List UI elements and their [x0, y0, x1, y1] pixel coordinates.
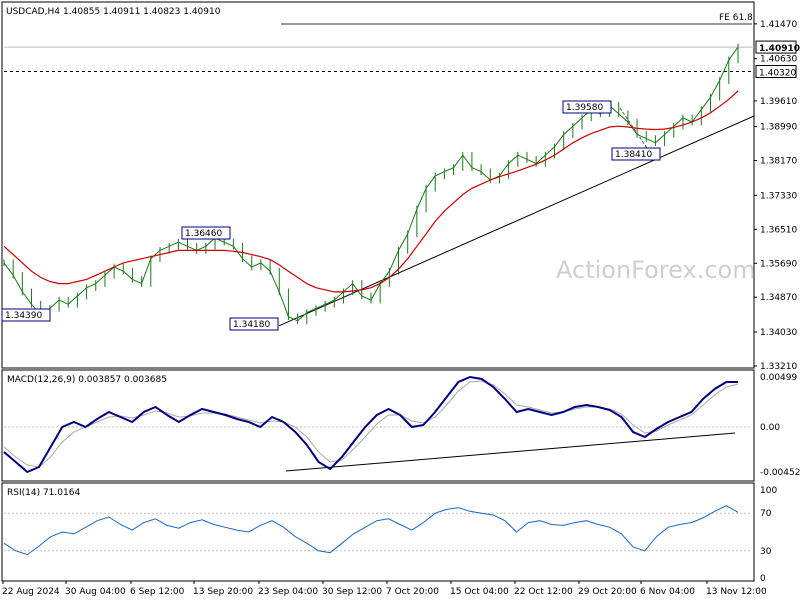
price-close-line	[3, 46, 739, 322]
moving-average-line	[3, 90, 739, 293]
time-tick-label: 23 Sep 04:00	[258, 587, 318, 597]
fe-618-label: FE 61.8	[719, 13, 753, 23]
price-y-tick-label: 1.37330	[760, 191, 797, 201]
support-price-value: 1.40320	[759, 69, 796, 79]
rsi-y-tick-label: 70	[760, 509, 772, 519]
price-y-tick-label: 1.40630	[760, 55, 797, 65]
rsi-title: RSI(14) 71.0164	[7, 488, 80, 498]
rsi-y-tick-label: 30	[760, 547, 772, 557]
price-y-tick-label: 1.34870	[760, 293, 797, 303]
time-tick-label: 6 Nov 04:00	[640, 587, 695, 597]
rsi-panel-frame	[1, 482, 755, 582]
price-y-tick-label: 1.33210	[760, 362, 797, 372]
price-levels: FE 61.8 1.40910 1.40320	[4, 13, 800, 79]
label-1-3646-box	[181, 226, 231, 240]
macd-y-tick-label: 0.00	[760, 423, 780, 433]
macd-trendline	[285, 432, 736, 472]
macd-title: MACD(12,26,9) 0.003857 0.003685	[7, 375, 167, 385]
label-1-3439-box	[1, 308, 51, 322]
time-axis: 22 Aug 2024 30 Aug 04:00 6 Sep 12:00 13 Sep…	[2, 581, 767, 597]
macd-y-tick-label: 0.00499	[760, 373, 797, 383]
price-y-tick-label: 1.34030	[760, 328, 797, 338]
price-axis: 1.41470 1.40630 1.39610 1.38990 1.38170 1.373…	[754, 20, 797, 372]
time-tick-label: 22 Oct 12:00	[514, 587, 573, 597]
label-1-3646: 1.36460	[185, 229, 222, 239]
macd-y-tick-label: -0.004522	[760, 468, 800, 478]
header-ohlc: 1.40855 1.40911 1.40823 1.40910	[63, 7, 221, 17]
rsi-indicator: 100 70 30 0	[3, 486, 777, 584]
rsi-line	[3, 505, 739, 556]
macd-panel-frame	[1, 369, 755, 482]
price-panel-frame	[1, 1, 755, 369]
price-y-tick-label: 1.38170	[760, 157, 797, 167]
label-1-3841-box	[611, 147, 661, 161]
macd-main-line	[3, 375, 738, 474]
rsi-y-tick-label: 0	[760, 574, 766, 584]
price-y-tick-label: 1.36510	[760, 225, 797, 235]
price-y-tick-label: 1.39610	[760, 97, 797, 107]
time-tick-label: 6 Sep 12:00	[130, 587, 185, 597]
time-tick-label: 22 Aug 2024	[2, 587, 60, 597]
price-y-tick-label: 1.38990	[760, 123, 797, 133]
label-1-3958-box	[562, 100, 612, 114]
label-1-3439: 1.34390	[5, 311, 42, 321]
time-tick-label: 13 Nov 12:00	[706, 587, 767, 597]
time-tick-label: 15 Oct 04:00	[450, 587, 509, 597]
price-header: USDCAD,H4 1.40855 1.40911 1.40823 1.4091…	[6, 7, 221, 17]
label-1-3958: 1.39580	[566, 103, 603, 113]
current-price-value: 1.40910	[759, 44, 800, 54]
time-tick-label: 30 Sep 12:00	[322, 587, 382, 597]
time-tick-label: 7 Oct 20:00	[386, 587, 439, 597]
current-price-box	[755, 40, 797, 54]
time-tick-label: 29 Oct 20:00	[578, 587, 637, 597]
price-y-tick-label: 1.41470	[760, 20, 797, 30]
support-price-box	[755, 65, 797, 79]
time-tick-label: 13 Sep 20:00	[193, 587, 253, 597]
rsi-y-tick-label: 100	[760, 486, 777, 496]
header-symbol: USDCAD,H4	[6, 7, 60, 17]
macd-indicator: 0.00499 0.00 -0.004522	[3, 373, 800, 478]
time-tick-label: 30 Aug 04:00	[65, 587, 126, 597]
price-annotations: 1.36460 1.34180 1.34390 1.39580 1.38410	[1, 100, 661, 331]
price-y-tick-label: 1.35690	[760, 259, 797, 269]
label-1-3418: 1.34180	[233, 320, 270, 330]
watermark: ActionForex.com	[556, 256, 756, 284]
macd-signal-line	[3, 380, 739, 468]
label-1-3841: 1.38410	[615, 150, 652, 160]
label-1-3418-box	[229, 317, 279, 331]
price-series	[3, 43, 739, 325]
